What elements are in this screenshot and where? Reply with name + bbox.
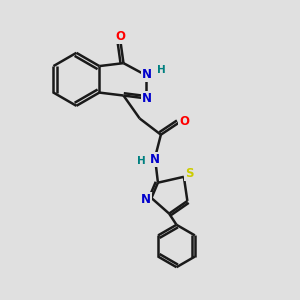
Text: H: H <box>158 65 166 75</box>
Text: N: N <box>142 92 152 105</box>
Text: O: O <box>179 115 189 128</box>
Text: N: N <box>150 153 160 166</box>
Text: O: O <box>116 30 125 43</box>
Text: N: N <box>141 193 151 206</box>
Text: H: H <box>137 156 146 166</box>
Text: N: N <box>142 68 152 81</box>
Text: S: S <box>185 167 194 180</box>
